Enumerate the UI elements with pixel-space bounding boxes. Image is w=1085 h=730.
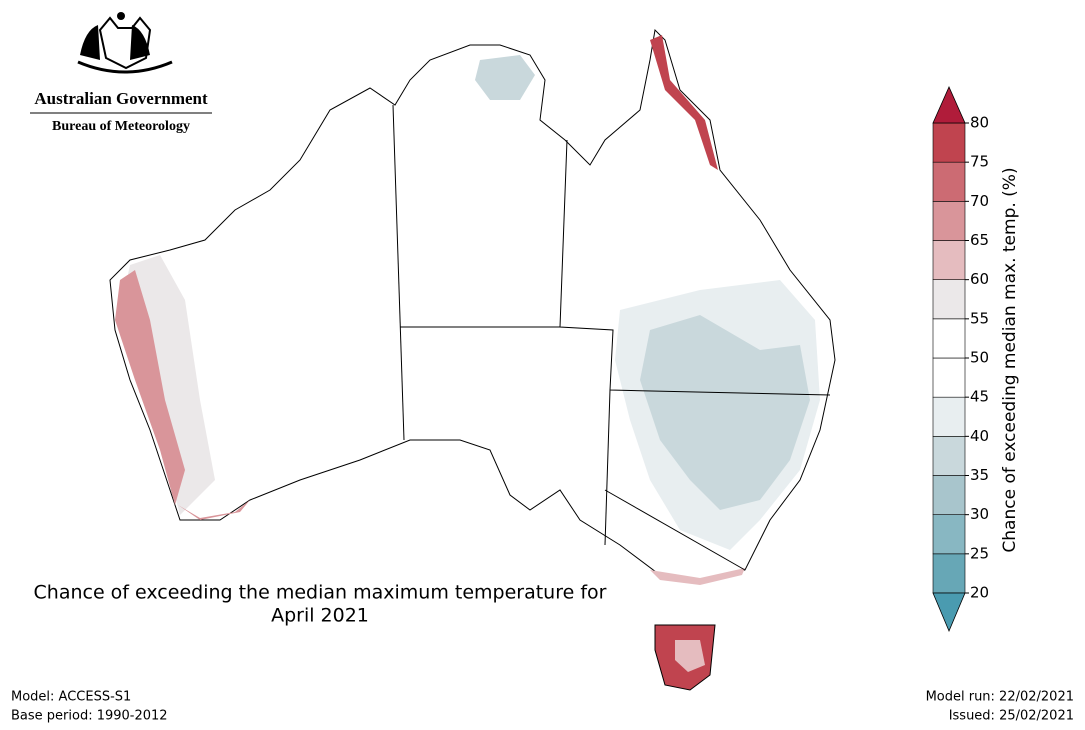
base-period-text: Base period: 1990-2012: [11, 709, 168, 724]
colorbar-label: Chance of exceeding median max. temp. (%…: [1000, 167, 1020, 552]
colorbar-tick-label: 75: [970, 153, 989, 171]
colorbar-band: [932, 357, 966, 398]
colorbar-band: [932, 514, 966, 555]
map-title-line: Chance of exceeding the median maximum t…: [34, 582, 607, 604]
colorbar-under: [932, 592, 966, 633]
colorbar-tick-label: 60: [970, 270, 989, 288]
colorbar-tick-label: 55: [970, 309, 989, 327]
logo: Australian Government Bureau of Meteorol…: [30, 12, 212, 134]
colorbar-tick-label: 30: [970, 505, 989, 523]
map-title-line: April 2021: [271, 605, 369, 627]
government-name: Australian Government: [34, 89, 208, 108]
victoria-coast-warm: [650, 568, 745, 585]
west-coast-warm: [115, 270, 185, 505]
colorbar-tick-label: 35: [970, 466, 989, 484]
colorbar-tick-label: 80: [970, 114, 989, 132]
colorbar-band: [932, 553, 966, 594]
bureau-name: Bureau of Meteorology: [52, 119, 190, 134]
north-cool-region: [475, 55, 535, 100]
colorbar-band: [932, 436, 966, 476]
colorbar-tick-label: 45: [970, 388, 989, 406]
colorbar-tick-label: 50: [970, 349, 989, 367]
tasmania-inner: [675, 640, 705, 672]
map: [109, 28, 836, 691]
colorbar-band: [932, 201, 966, 241]
colorbar-over: [932, 86, 966, 124]
colorbar-tick-label: 25: [970, 544, 989, 562]
colorbar-tick-label: 40: [970, 427, 989, 445]
colorbar-band: [932, 318, 966, 359]
issued-text: Issued: 25/02/2021: [949, 709, 1074, 724]
cape-york-warm: [650, 35, 718, 170]
state-borders: [392, 104, 831, 571]
colorbar: 20 25 30 35 40 45 50 55 60 65 70 75 80: [932, 86, 989, 633]
colorbar-band: [932, 122, 966, 163]
colorbar-band: [932, 396, 966, 437]
colorbar-tick-label: 65: [970, 231, 989, 249]
south-west-coast: [178, 500, 250, 520]
colorbar-band: [932, 161, 966, 202]
model-run-text: Model run: 22/02/2021: [926, 690, 1074, 705]
colorbar-tick-label: 20: [970, 584, 989, 602]
colorbar-band: [932, 279, 966, 320]
colorbar-tick-label: 70: [970, 192, 989, 210]
colorbar-band: [932, 240, 966, 280]
model-text: Model: ACCESS-S1: [11, 690, 131, 705]
crest: [77, 12, 173, 74]
colorbar-band: [932, 475, 966, 515]
east-cool-core: [640, 315, 810, 510]
